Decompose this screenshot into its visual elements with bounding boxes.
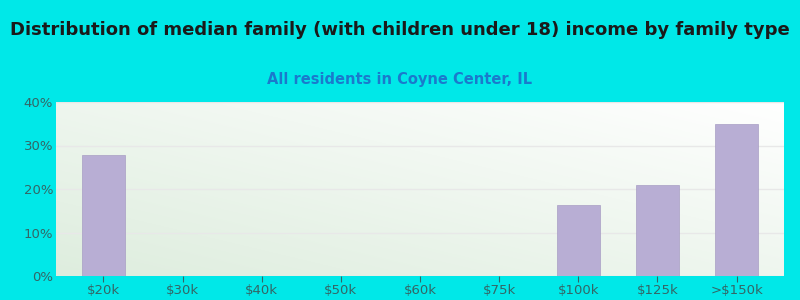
Bar (714, 124, 758, 276)
Bar (636, 185, 679, 276)
Bar (557, 205, 600, 276)
Text: All residents in Coyne Center, IL: All residents in Coyne Center, IL (267, 72, 533, 87)
Text: Distribution of median family (with children under 18) income by family type: Distribution of median family (with chil… (10, 21, 790, 39)
Bar (82, 154, 126, 276)
